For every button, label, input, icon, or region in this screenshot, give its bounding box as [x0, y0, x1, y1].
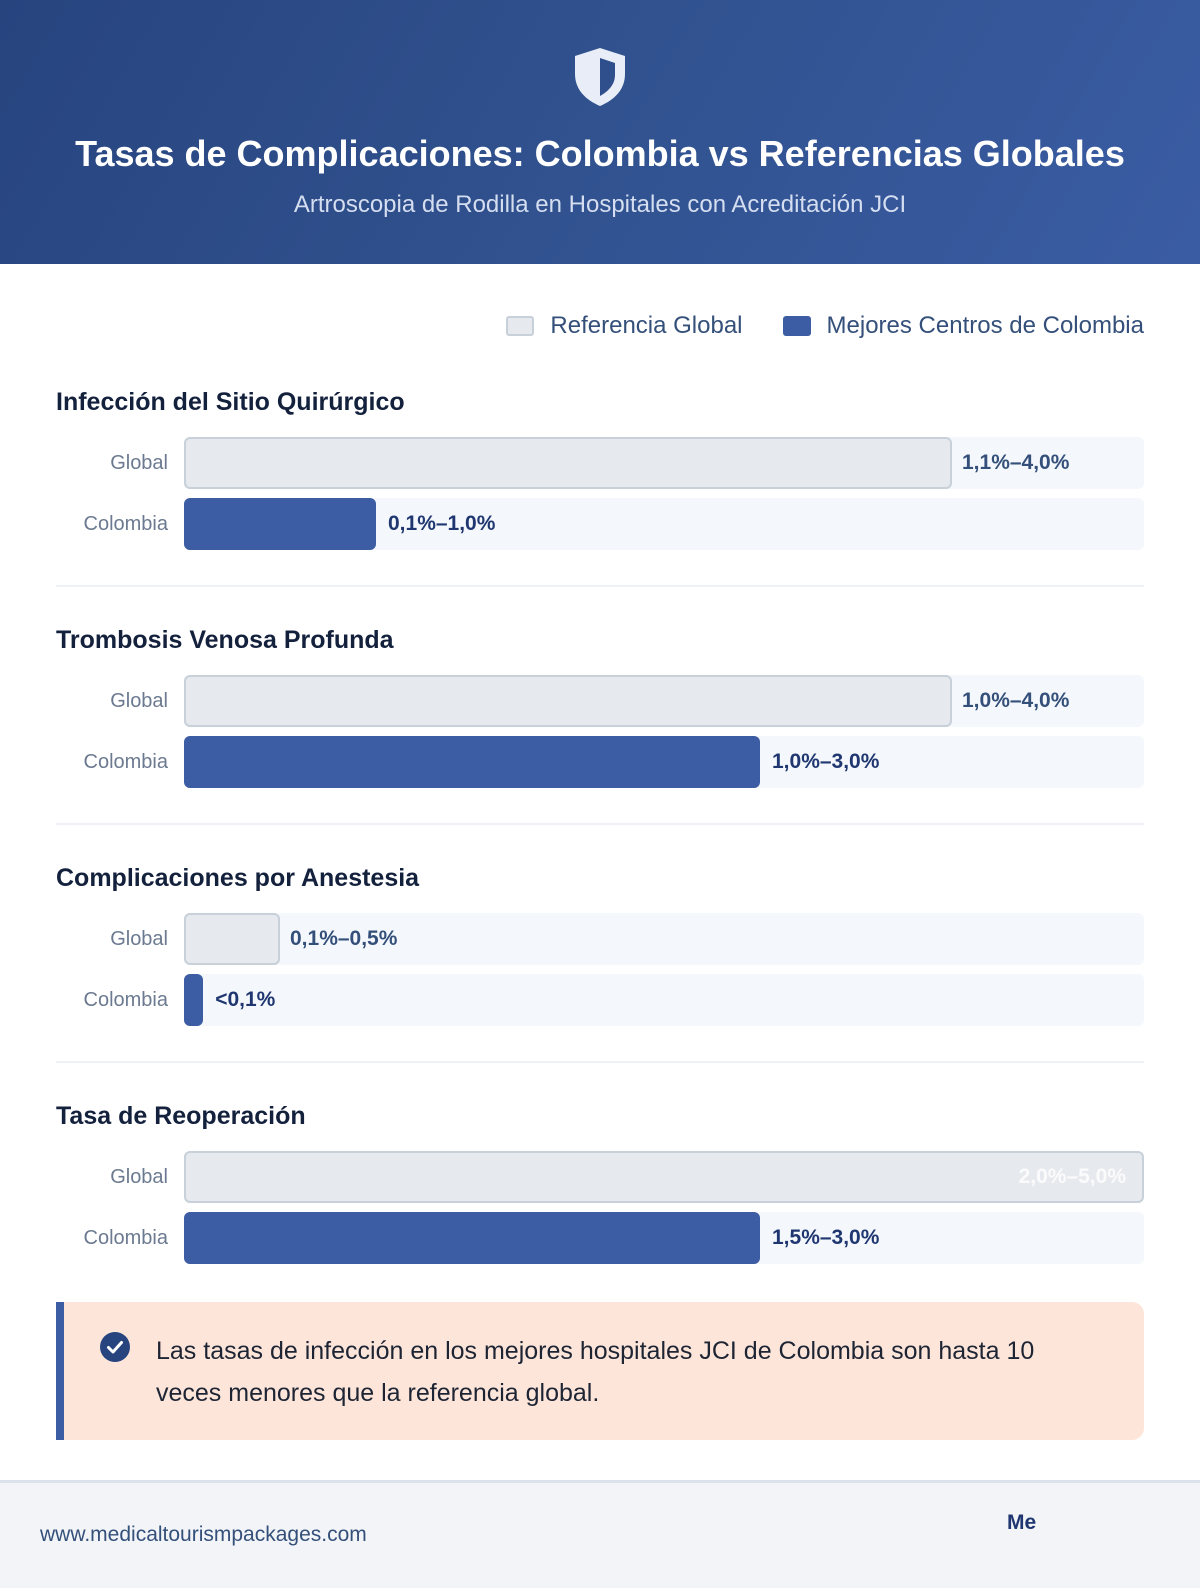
category-title: Infección del Sitio Quirúrgico	[56, 388, 405, 416]
row-label: Global	[110, 1165, 168, 1188]
bar-value-label: 0,1%–0,5%	[290, 927, 398, 950]
footer-url[interactable]: www.medicaltourismpackages.com	[40, 1523, 367, 1546]
row-label: Colombia	[83, 750, 168, 773]
shield-icon	[575, 48, 625, 106]
legend-label: Mejores Centros de Colombia	[826, 312, 1144, 339]
bar-track: 0,1%–0,5%	[184, 913, 1144, 965]
bar-global	[184, 913, 280, 965]
legend-swatch-global	[506, 316, 535, 336]
bar-row-colombia: Colombia 0,1%–1,0%	[56, 498, 1144, 550]
legend: Referencia Global Mejores Centros de Col…	[506, 312, 1144, 340]
bar-track: <0,1%	[184, 974, 1144, 1026]
legend-item-colombia: Mejores Centros de Colombia	[782, 312, 1144, 340]
legend-label: Referencia Global	[550, 312, 743, 339]
bar-row-colombia: Colombia <0,1%	[56, 974, 1144, 1026]
page-subtitle: Artroscopia de Rodilla en Hospitales con…	[293, 191, 907, 218]
category-section: Infección del Sitio Quirúrgico Global 1,…	[56, 388, 1144, 550]
bar-row-colombia: Colombia 1,0%–3,0%	[56, 736, 1144, 788]
bar-row-global: Global 0,1%–0,5%	[56, 913, 1144, 965]
legend-swatch-colombia	[782, 316, 811, 336]
bar-global	[184, 1151, 1144, 1203]
category-title: Complicaciones por Anestesia	[56, 864, 420, 892]
bar-colombia	[184, 736, 760, 788]
bar-row-global: Global 1,1%–4,0%	[56, 437, 1144, 489]
category-title: Trombosis Venosa Profunda	[56, 626, 394, 654]
bar-global	[184, 675, 952, 727]
category-section: Trombosis Venosa Profunda Global 1,0%–4,…	[56, 626, 1144, 788]
bar-colombia	[184, 498, 376, 550]
bar-value-label: 1,5%–3,0%	[772, 1226, 880, 1249]
row-label: Global	[110, 927, 168, 950]
bar-global	[184, 437, 952, 489]
bar-track: 2,0%–5,0%	[184, 1151, 1144, 1203]
bar-colombia	[184, 974, 204, 1026]
callout: Las tasas de infección en los mejores ho…	[56, 1302, 1144, 1440]
category-title: Tasa de Reoperación	[56, 1102, 306, 1130]
bar-track: 1,5%–3,0%	[184, 1212, 1144, 1264]
row-label: Colombia	[83, 1226, 168, 1249]
bar-value-label: 1,0%–3,0%	[772, 750, 880, 773]
footer-brand: Me	[1007, 1511, 1037, 1534]
row-label: Global	[110, 451, 168, 474]
page-title: Tasas de Complicaciones: Colombia vs Ref…	[75, 133, 1125, 174]
bar-value-label: 1,1%–4,0%	[962, 451, 1070, 474]
bar-row-colombia: Colombia 1,5%–3,0%	[56, 1212, 1144, 1264]
check-circle-icon	[100, 1332, 130, 1362]
row-label: Global	[110, 689, 168, 712]
bar-track: 0,1%–1,0%	[184, 498, 1144, 550]
category-section: Tasa de Reoperación Global 2,0%–5,0% Col…	[56, 1102, 1144, 1264]
row-label: Colombia	[83, 512, 168, 535]
bar-value-label: 0,1%–1,0%	[388, 512, 496, 535]
bar-value-label: <0,1%	[215, 988, 276, 1011]
bar-row-global: Global 1,0%–4,0%	[56, 675, 1144, 727]
bar-row-global: Global 2,0%–5,0%	[56, 1151, 1144, 1203]
row-label: Colombia	[83, 988, 168, 1011]
callout-text: Las tasas de infección en los mejores ho…	[156, 1337, 1035, 1407]
bar-track: 1,1%–4,0%	[184, 437, 1144, 489]
divider	[56, 823, 1144, 825]
bar-colombia	[184, 1212, 760, 1264]
divider	[56, 1061, 1144, 1063]
bar-track: 1,0%–4,0%	[184, 675, 1144, 727]
bar-track: 1,0%–3,0%	[184, 736, 1144, 788]
legend-item-global: Referencia Global	[506, 312, 743, 340]
divider	[56, 585, 1144, 587]
header: Tasas de Complicaciones: Colombia vs Ref…	[0, 0, 1200, 264]
bar-value-label: 1,0%–4,0%	[962, 689, 1070, 712]
footer: www.medicaltourismpackages.com Me	[0, 1480, 1200, 1588]
category-section: Complicaciones por Anestesia Global 0,1%…	[56, 864, 1144, 1026]
bar-value-label: 2,0%–5,0%	[1018, 1165, 1126, 1188]
